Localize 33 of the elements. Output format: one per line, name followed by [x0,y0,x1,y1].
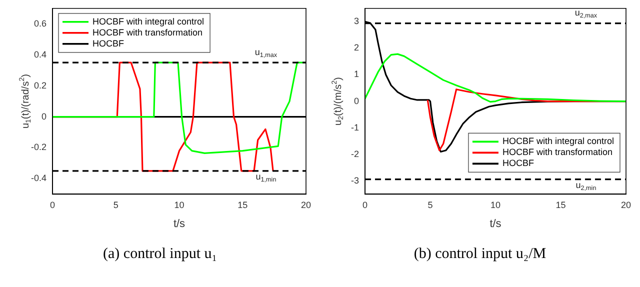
x-tick-label: 0 [50,200,56,210]
x-tick-label: 15 [556,200,566,210]
y-tick-label: 0 [41,111,47,122]
text: (a) control input u₁ [102,246,218,263]
text: (b) control input u₂/M [412,246,548,263]
x-tick-label: 20 [620,200,632,210]
y-tick-label: 0.2 [34,80,47,90]
y-tick-label: -1 [350,122,359,132]
y-tick-label: 0.6 [34,18,47,28]
x-axis-title: t/s [173,218,186,230]
y-tick-label: 0.4 [34,49,47,60]
legend-label: HOCBF with integral control [92,16,204,26]
x-tick-label: 5 [113,200,118,210]
y-tick-label: 3 [354,16,359,26]
legend-label: HOCBF [502,158,534,168]
x-tick-label: 5 [428,200,433,210]
legend-label: HOCBF with integral control [502,136,614,146]
y-tick-label: 1 [354,69,359,80]
legend-label: HOCBF with transformation [92,27,203,38]
legend-label: HOCBF [92,38,125,48]
y-tick-label: -3 [350,175,359,186]
y-tick-label: 0 [354,96,359,106]
y-tick-label: -0.4 [30,173,47,184]
x-tick-label: 15 [238,200,248,210]
x-tick-label: 10 [174,200,184,210]
y-tick-label: 2 [354,42,359,53]
legend-label: HOCBF with transformation [502,147,612,158]
x-axis-title: t/s [490,218,502,230]
x-tick-label: 10 [490,200,501,210]
y-tick-label: -2 [350,148,359,159]
y-tick-label: -0.2 [30,142,47,152]
x-tick-label: 20 [300,200,312,210]
x-tick-label: 0 [362,200,368,210]
